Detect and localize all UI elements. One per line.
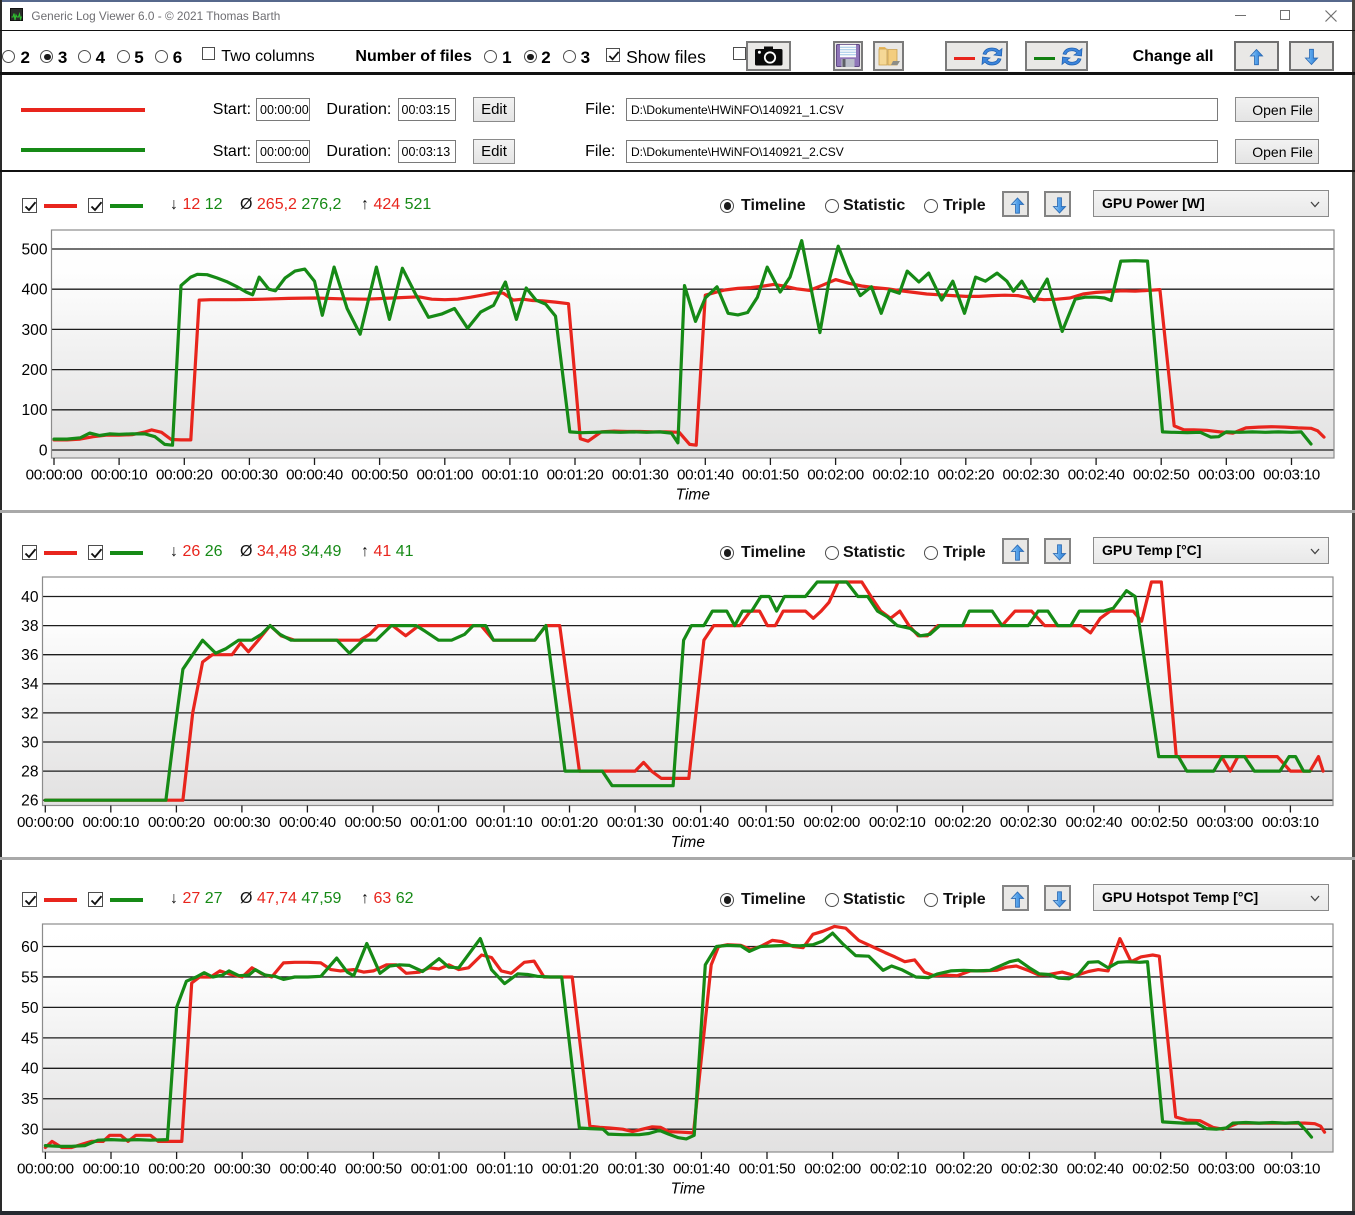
svg-text:36: 36	[21, 647, 38, 664]
svg-text:00:00:30: 00:00:30	[214, 1161, 271, 1178]
svg-text:00:01:40: 00:01:40	[677, 467, 734, 484]
svg-text:400: 400	[21, 282, 47, 299]
svg-text:00:01:00: 00:01:00	[416, 467, 473, 484]
svg-text:00:02:00: 00:02:00	[803, 814, 860, 831]
svg-text:00:00:50: 00:00:50	[345, 1161, 402, 1178]
svg-text:00:03:00: 00:03:00	[1196, 814, 1253, 831]
svg-text:00:00:10: 00:00:10	[91, 467, 148, 484]
svg-text:00:00:10: 00:00:10	[82, 814, 139, 831]
svg-text:0: 0	[39, 442, 48, 459]
svg-text:00:01:50: 00:01:50	[742, 467, 799, 484]
svg-text:00:01:20: 00:01:20	[542, 1161, 599, 1178]
svg-text:00:03:10: 00:03:10	[1262, 814, 1319, 831]
svg-text:00:01:00: 00:01:00	[410, 814, 467, 831]
svg-text:Time: Time	[671, 1181, 706, 1198]
svg-text:00:01:00: 00:01:00	[411, 1161, 468, 1178]
svg-text:00:01:50: 00:01:50	[738, 814, 795, 831]
svg-text:00:01:30: 00:01:30	[607, 814, 664, 831]
svg-text:00:01:50: 00:01:50	[739, 1161, 796, 1178]
svg-text:Time: Time	[671, 834, 706, 851]
svg-text:00:01:40: 00:01:40	[673, 1161, 730, 1178]
svg-text:60: 60	[21, 939, 39, 956]
svg-text:00:02:20: 00:02:20	[937, 467, 994, 484]
svg-text:30: 30	[21, 1122, 39, 1139]
svg-text:00:02:10: 00:02:10	[870, 1161, 927, 1178]
svg-text:00:00:30: 00:00:30	[214, 814, 271, 831]
svg-text:00:00:00: 00:00:00	[17, 1161, 74, 1178]
svg-text:00:01:20: 00:01:20	[547, 467, 604, 484]
svg-text:00:02:30: 00:02:30	[1001, 1161, 1058, 1178]
svg-text:00:01:20: 00:01:20	[541, 814, 598, 831]
svg-text:200: 200	[21, 362, 47, 379]
svg-text:00:02:20: 00:02:20	[934, 814, 991, 831]
svg-text:34: 34	[21, 676, 39, 693]
svg-text:00:01:10: 00:01:10	[476, 814, 533, 831]
svg-text:30: 30	[21, 734, 39, 751]
svg-text:00:01:10: 00:01:10	[476, 1161, 533, 1178]
svg-text:00:02:00: 00:02:00	[804, 1161, 861, 1178]
svg-text:00:00:50: 00:00:50	[345, 814, 402, 831]
svg-text:00:03:00: 00:03:00	[1198, 1161, 1255, 1178]
svg-text:00:00:40: 00:00:40	[279, 1161, 336, 1178]
svg-text:00:00:00: 00:00:00	[26, 467, 83, 484]
svg-text:00:03:10: 00:03:10	[1263, 1161, 1320, 1178]
svg-text:500: 500	[21, 241, 47, 258]
svg-text:00:02:10: 00:02:10	[872, 467, 929, 484]
svg-text:300: 300	[21, 322, 47, 339]
svg-text:40: 40	[21, 589, 39, 606]
svg-text:00:00:50: 00:00:50	[351, 467, 408, 484]
svg-text:00:00:30: 00:00:30	[221, 467, 278, 484]
svg-text:50: 50	[21, 1000, 39, 1017]
svg-text:00:02:50: 00:02:50	[1131, 814, 1188, 831]
svg-text:38: 38	[21, 618, 38, 635]
svg-text:00:03:10: 00:03:10	[1263, 467, 1320, 484]
svg-text:00:01:30: 00:01:30	[607, 1161, 664, 1178]
svg-text:00:01:10: 00:01:10	[482, 467, 539, 484]
svg-text:00:02:10: 00:02:10	[869, 814, 926, 831]
svg-text:00:02:20: 00:02:20	[935, 1161, 992, 1178]
svg-text:Time: Time	[676, 487, 711, 504]
svg-text:00:00:20: 00:00:20	[156, 467, 213, 484]
svg-text:00:02:50: 00:02:50	[1133, 467, 1190, 484]
svg-text:45: 45	[21, 1030, 39, 1047]
svg-text:100: 100	[21, 402, 47, 419]
svg-text:32: 32	[21, 705, 38, 722]
svg-text:00:00:20: 00:00:20	[148, 814, 205, 831]
svg-text:00:03:00: 00:03:00	[1198, 467, 1255, 484]
svg-text:00:00:40: 00:00:40	[286, 467, 343, 484]
svg-text:00:02:30: 00:02:30	[1003, 467, 1060, 484]
svg-text:00:00:20: 00:00:20	[148, 1161, 205, 1178]
svg-text:00:02:50: 00:02:50	[1132, 1161, 1189, 1178]
svg-text:00:02:40: 00:02:40	[1067, 1161, 1124, 1178]
svg-text:00:02:00: 00:02:00	[807, 467, 864, 484]
svg-text:26: 26	[21, 793, 38, 810]
svg-text:00:00:40: 00:00:40	[279, 814, 336, 831]
svg-text:00:00:10: 00:00:10	[83, 1161, 140, 1178]
svg-text:35: 35	[21, 1091, 39, 1108]
svg-text:00:01:40: 00:01:40	[672, 814, 729, 831]
svg-text:00:01:30: 00:01:30	[612, 467, 669, 484]
svg-text:00:02:30: 00:02:30	[1000, 814, 1057, 831]
svg-text:00:00:00: 00:00:00	[17, 814, 74, 831]
svg-text:40: 40	[21, 1061, 39, 1078]
svg-text:00:02:40: 00:02:40	[1068, 467, 1125, 484]
svg-text:00:02:40: 00:02:40	[1065, 814, 1122, 831]
svg-text:28: 28	[21, 764, 38, 781]
svg-text:55: 55	[21, 969, 39, 986]
